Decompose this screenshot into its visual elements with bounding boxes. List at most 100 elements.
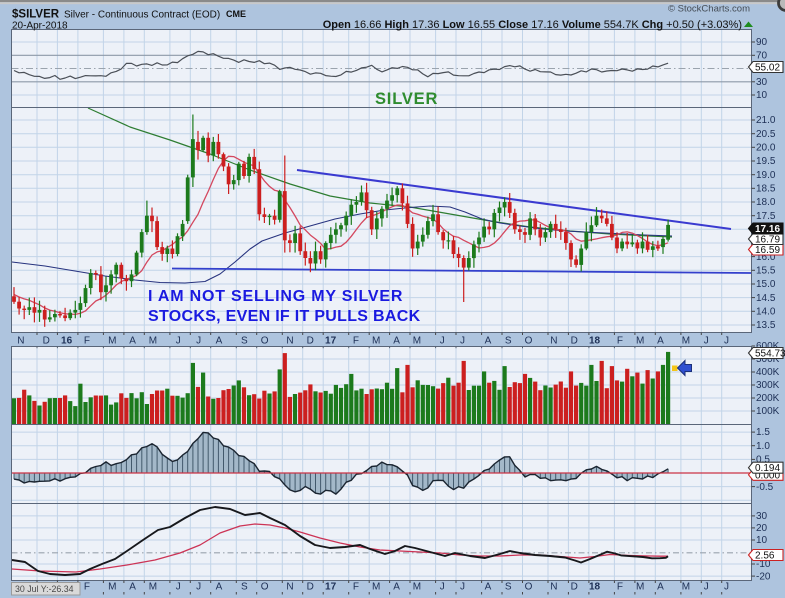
- svg-text:0.194: 0.194: [755, 463, 780, 474]
- svg-text:F: F: [617, 336, 623, 347]
- svg-text:M: M: [149, 336, 157, 347]
- svg-text:F: F: [353, 582, 359, 593]
- svg-text:M: M: [636, 582, 644, 593]
- svg-text:F: F: [353, 336, 359, 347]
- svg-text:A: A: [129, 582, 136, 593]
- svg-text:M: M: [149, 582, 157, 593]
- svg-text:554.73: 554.73: [755, 349, 785, 360]
- svg-text:400K: 400K: [756, 367, 780, 378]
- svg-text:13.5: 13.5: [756, 320, 776, 331]
- svg-text:I AM NOT SELLING MY SILVER: I AM NOT SELLING MY SILVER: [148, 288, 403, 305]
- svg-text:M: M: [413, 582, 421, 593]
- svg-text:M: M: [636, 336, 644, 347]
- svg-text:O: O: [261, 582, 269, 593]
- svg-text:1.0: 1.0: [756, 441, 770, 452]
- svg-text:N: N: [550, 582, 557, 593]
- svg-text:0.000: 0.000: [755, 470, 780, 481]
- svg-text:17.5: 17.5: [756, 211, 776, 222]
- svg-text:J: J: [176, 582, 181, 593]
- svg-text:21.0: 21.0: [756, 115, 776, 126]
- svg-text:M: M: [108, 582, 116, 593]
- svg-text:D: D: [307, 336, 314, 347]
- svg-text:16: 16: [61, 336, 73, 347]
- svg-text:M: M: [108, 336, 116, 347]
- svg-text:N: N: [550, 336, 557, 347]
- svg-text:600K: 600K: [756, 341, 780, 352]
- svg-text:J: J: [440, 582, 445, 593]
- svg-text:O: O: [525, 336, 533, 347]
- svg-text:D: D: [307, 582, 314, 593]
- svg-text:© StockCharts.com: © StockCharts.com: [668, 4, 750, 15]
- svg-text:-10: -10: [756, 559, 771, 570]
- svg-text:A: A: [657, 582, 664, 593]
- svg-text:16.0: 16.0: [756, 252, 776, 263]
- svg-text:300K: 300K: [756, 380, 780, 391]
- svg-text:S: S: [505, 336, 512, 347]
- svg-text:100K: 100K: [756, 406, 780, 417]
- svg-text:D: D: [571, 336, 578, 347]
- svg-text:J: J: [704, 582, 709, 593]
- svg-text:30: 30: [756, 77, 768, 88]
- svg-text:18: 18: [589, 336, 601, 347]
- svg-text:2.56: 2.56: [755, 551, 775, 562]
- svg-text:S: S: [241, 336, 248, 347]
- svg-text:90: 90: [756, 37, 768, 48]
- svg-text:20: 20: [756, 523, 768, 534]
- svg-text:A: A: [657, 336, 664, 347]
- svg-text:15.0: 15.0: [756, 279, 776, 290]
- svg-text:Silver - Continuous Contract (: Silver - Continuous Contract (EOD): [64, 10, 220, 21]
- svg-text:200K: 200K: [756, 393, 780, 404]
- svg-text:20-Apr-2018: 20-Apr-2018: [12, 21, 68, 32]
- svg-text:17: 17: [325, 582, 337, 593]
- svg-text:CME: CME: [226, 9, 246, 19]
- svg-text:-0.5: -0.5: [756, 482, 774, 493]
- svg-text:0.5: 0.5: [756, 455, 770, 466]
- svg-text:10: 10: [756, 535, 768, 546]
- svg-text:A: A: [393, 582, 400, 593]
- svg-text:500K: 500K: [756, 354, 780, 365]
- svg-text:Open 16.66 High 17.36 Low 16.5: Open 16.66 High 17.36 Low 16.55 Close 17…: [323, 19, 742, 31]
- svg-text:18.5: 18.5: [756, 184, 776, 195]
- svg-text:A: A: [216, 336, 223, 347]
- svg-text:18: 18: [589, 582, 601, 593]
- svg-text:18.0: 18.0: [756, 197, 776, 208]
- svg-text:55.02: 55.02: [755, 63, 780, 74]
- svg-text:A: A: [485, 336, 492, 347]
- svg-text:SILVER: SILVER: [375, 90, 438, 108]
- svg-text:STOCKS, EVEN IF IT PULLS BACK: STOCKS, EVEN IF IT PULLS BACK: [148, 308, 421, 325]
- svg-text:F: F: [617, 582, 623, 593]
- svg-text:J: J: [460, 582, 465, 593]
- svg-text:14.5: 14.5: [756, 293, 776, 304]
- svg-text:J: J: [724, 336, 729, 347]
- svg-text:N: N: [286, 582, 293, 593]
- svg-text:J: J: [704, 336, 709, 347]
- svg-text:J: J: [176, 336, 181, 347]
- svg-text:17: 17: [325, 336, 337, 347]
- svg-text:17.16: 17.16: [755, 224, 780, 235]
- svg-text:S: S: [241, 582, 248, 593]
- svg-text:$SILVER: $SILVER: [12, 9, 60, 21]
- svg-text:M: M: [682, 336, 690, 347]
- svg-text:15.5: 15.5: [756, 266, 776, 277]
- svg-text:S: S: [505, 582, 512, 593]
- svg-text:F: F: [84, 582, 90, 593]
- svg-text:D: D: [43, 336, 50, 347]
- svg-text:F: F: [84, 336, 90, 347]
- svg-text:O: O: [525, 582, 533, 593]
- svg-text:J: J: [196, 582, 201, 593]
- svg-text:D: D: [571, 582, 578, 593]
- svg-text:16.79: 16.79: [755, 235, 780, 246]
- svg-text:J: J: [460, 336, 465, 347]
- svg-text:J: J: [440, 336, 445, 347]
- svg-text:N: N: [286, 336, 293, 347]
- svg-text:M: M: [413, 336, 421, 347]
- svg-text:30 Jul Y:-26.34: 30 Jul Y:-26.34: [15, 584, 74, 594]
- svg-text:A: A: [485, 582, 492, 593]
- svg-text:19.5: 19.5: [756, 156, 776, 167]
- svg-text:M: M: [372, 582, 380, 593]
- svg-text:16.59: 16.59: [755, 245, 780, 256]
- svg-text:A: A: [393, 336, 400, 347]
- svg-text:A: A: [129, 336, 136, 347]
- svg-text:N: N: [17, 336, 24, 347]
- svg-text:1.5: 1.5: [756, 427, 770, 438]
